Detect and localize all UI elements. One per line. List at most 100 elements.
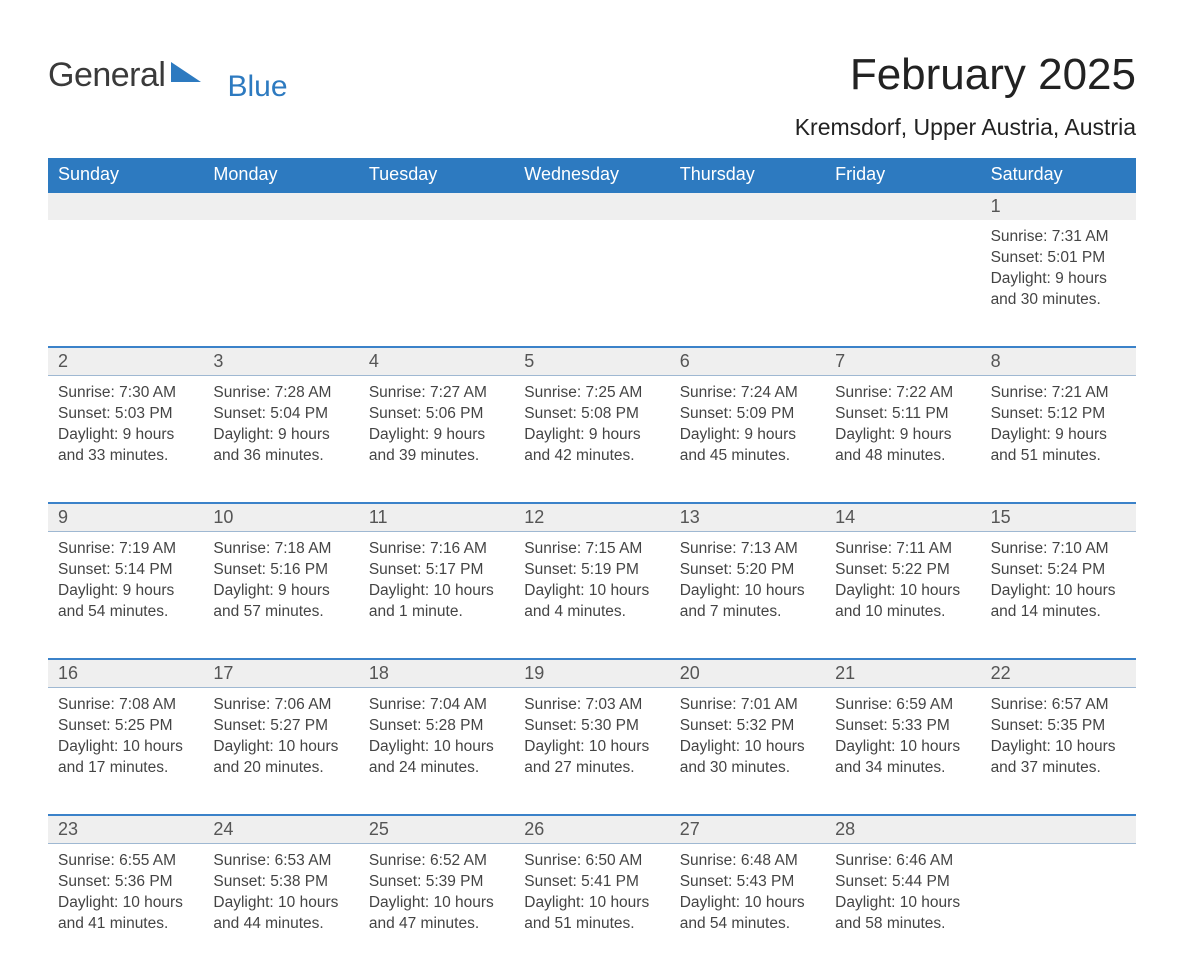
day-number	[514, 193, 669, 220]
day-number: 1	[981, 193, 1136, 220]
sunrise-text: Sunrise: 6:50 AM	[524, 850, 659, 871]
daylight-text: Daylight: 10 hours and 14 minutes.	[991, 580, 1126, 622]
day-cell	[981, 844, 1136, 958]
day-cell	[203, 220, 358, 334]
day-number: 10	[203, 504, 358, 531]
sunrise-text: Sunrise: 7:06 AM	[213, 694, 348, 715]
sunset-text: Sunset: 5:35 PM	[991, 715, 1126, 736]
day-cell: Sunrise: 7:18 AMSunset: 5:16 PMDaylight:…	[203, 532, 358, 646]
day-cell: Sunrise: 6:59 AMSunset: 5:33 PMDaylight:…	[825, 688, 980, 802]
day-cell: Sunrise: 6:55 AMSunset: 5:36 PMDaylight:…	[48, 844, 203, 958]
calendar-week: 1Sunrise: 7:31 AMSunset: 5:01 PMDaylight…	[48, 193, 1136, 334]
week-number-band: 1	[48, 193, 1136, 220]
day-number: 16	[48, 660, 203, 687]
day-number: 4	[359, 348, 514, 375]
sunrise-text: Sunrise: 6:53 AM	[213, 850, 348, 871]
day-cell: Sunrise: 7:10 AMSunset: 5:24 PMDaylight:…	[981, 532, 1136, 646]
daylight-text: Daylight: 10 hours and 27 minutes.	[524, 736, 659, 778]
daylight-text: Daylight: 10 hours and 1 minute.	[369, 580, 504, 622]
day-cell: Sunrise: 7:15 AMSunset: 5:19 PMDaylight:…	[514, 532, 669, 646]
day-number: 25	[359, 816, 514, 843]
day-number: 3	[203, 348, 358, 375]
day-number: 20	[670, 660, 825, 687]
day-cell: Sunrise: 7:31 AMSunset: 5:01 PMDaylight:…	[981, 220, 1136, 334]
sunrise-text: Sunrise: 7:11 AM	[835, 538, 970, 559]
day-cell: Sunrise: 7:24 AMSunset: 5:09 PMDaylight:…	[670, 376, 825, 490]
day-number: 23	[48, 816, 203, 843]
sunrise-text: Sunrise: 7:25 AM	[524, 382, 659, 403]
day-cell	[514, 220, 669, 334]
week-cells: Sunrise: 7:19 AMSunset: 5:14 PMDaylight:…	[48, 531, 1136, 646]
sunset-text: Sunset: 5:09 PM	[680, 403, 815, 424]
day-number	[203, 193, 358, 220]
sunset-text: Sunset: 5:06 PM	[369, 403, 504, 424]
day-number: 19	[514, 660, 669, 687]
daylight-text: Daylight: 9 hours and 36 minutes.	[213, 424, 348, 466]
daylight-text: Daylight: 10 hours and 30 minutes.	[680, 736, 815, 778]
day-cell: Sunrise: 7:03 AMSunset: 5:30 PMDaylight:…	[514, 688, 669, 802]
daylight-text: Daylight: 10 hours and 41 minutes.	[58, 892, 193, 934]
day-number: 28	[825, 816, 980, 843]
week-cells: Sunrise: 6:55 AMSunset: 5:36 PMDaylight:…	[48, 843, 1136, 958]
day-cell	[670, 220, 825, 334]
brand-logo: General Blue	[48, 56, 288, 95]
sunrise-text: Sunrise: 7:19 AM	[58, 538, 193, 559]
daylight-text: Daylight: 9 hours and 57 minutes.	[213, 580, 348, 622]
day-cell: Sunrise: 7:25 AMSunset: 5:08 PMDaylight:…	[514, 376, 669, 490]
day-cell: Sunrise: 7:27 AMSunset: 5:06 PMDaylight:…	[359, 376, 514, 490]
sunset-text: Sunset: 5:16 PM	[213, 559, 348, 580]
daylight-text: Daylight: 9 hours and 48 minutes.	[835, 424, 970, 466]
sunrise-text: Sunrise: 7:22 AM	[835, 382, 970, 403]
day-number: 2	[48, 348, 203, 375]
day-cell: Sunrise: 6:46 AMSunset: 5:44 PMDaylight:…	[825, 844, 980, 958]
brand-part2: Blue	[227, 70, 287, 104]
day-cell: Sunrise: 6:57 AMSunset: 5:35 PMDaylight:…	[981, 688, 1136, 802]
day-number: 13	[670, 504, 825, 531]
sunset-text: Sunset: 5:22 PM	[835, 559, 970, 580]
sunset-text: Sunset: 5:03 PM	[58, 403, 193, 424]
sunrise-text: Sunrise: 7:31 AM	[991, 226, 1126, 247]
day-number	[48, 193, 203, 220]
week-number-band: 2345678	[48, 348, 1136, 375]
daylight-text: Daylight: 9 hours and 30 minutes.	[991, 268, 1126, 310]
sunrise-text: Sunrise: 6:52 AM	[369, 850, 504, 871]
daylight-text: Daylight: 9 hours and 51 minutes.	[991, 424, 1126, 466]
sunset-text: Sunset: 5:12 PM	[991, 403, 1126, 424]
day-cell: Sunrise: 7:16 AMSunset: 5:17 PMDaylight:…	[359, 532, 514, 646]
sunset-text: Sunset: 5:30 PM	[524, 715, 659, 736]
sunset-text: Sunset: 5:25 PM	[58, 715, 193, 736]
sunrise-text: Sunrise: 7:15 AM	[524, 538, 659, 559]
daylight-text: Daylight: 10 hours and 4 minutes.	[524, 580, 659, 622]
day-cell: Sunrise: 7:04 AMSunset: 5:28 PMDaylight:…	[359, 688, 514, 802]
day-cell: Sunrise: 7:06 AMSunset: 5:27 PMDaylight:…	[203, 688, 358, 802]
day-number: 11	[359, 504, 514, 531]
sunrise-text: Sunrise: 6:59 AM	[835, 694, 970, 715]
day-cell: Sunrise: 6:48 AMSunset: 5:43 PMDaylight:…	[670, 844, 825, 958]
day-of-week-header: Sunday Monday Tuesday Wednesday Thursday…	[48, 158, 1136, 193]
calendar-week: 9101112131415Sunrise: 7:19 AMSunset: 5:1…	[48, 502, 1136, 646]
day-cell: Sunrise: 7:22 AMSunset: 5:11 PMDaylight:…	[825, 376, 980, 490]
day-number: 22	[981, 660, 1136, 687]
day-cell: Sunrise: 6:52 AMSunset: 5:39 PMDaylight:…	[359, 844, 514, 958]
sunset-text: Sunset: 5:33 PM	[835, 715, 970, 736]
day-cell: Sunrise: 7:30 AMSunset: 5:03 PMDaylight:…	[48, 376, 203, 490]
daylight-text: Daylight: 9 hours and 54 minutes.	[58, 580, 193, 622]
sunset-text: Sunset: 5:28 PM	[369, 715, 504, 736]
day-cell: Sunrise: 6:53 AMSunset: 5:38 PMDaylight:…	[203, 844, 358, 958]
day-number: 8	[981, 348, 1136, 375]
sunrise-text: Sunrise: 7:04 AM	[369, 694, 504, 715]
sunset-text: Sunset: 5:08 PM	[524, 403, 659, 424]
day-number: 26	[514, 816, 669, 843]
day-number	[359, 193, 514, 220]
daylight-text: Daylight: 10 hours and 51 minutes.	[524, 892, 659, 934]
day-cell	[825, 220, 980, 334]
day-cell	[48, 220, 203, 334]
sunset-text: Sunset: 5:32 PM	[680, 715, 815, 736]
brand-part1: General	[48, 56, 165, 95]
sunset-text: Sunset: 5:39 PM	[369, 871, 504, 892]
daylight-text: Daylight: 10 hours and 37 minutes.	[991, 736, 1126, 778]
sunrise-text: Sunrise: 6:46 AM	[835, 850, 970, 871]
dow-tuesday: Tuesday	[359, 158, 514, 193]
sunrise-text: Sunrise: 7:08 AM	[58, 694, 193, 715]
sunrise-text: Sunrise: 7:10 AM	[991, 538, 1126, 559]
